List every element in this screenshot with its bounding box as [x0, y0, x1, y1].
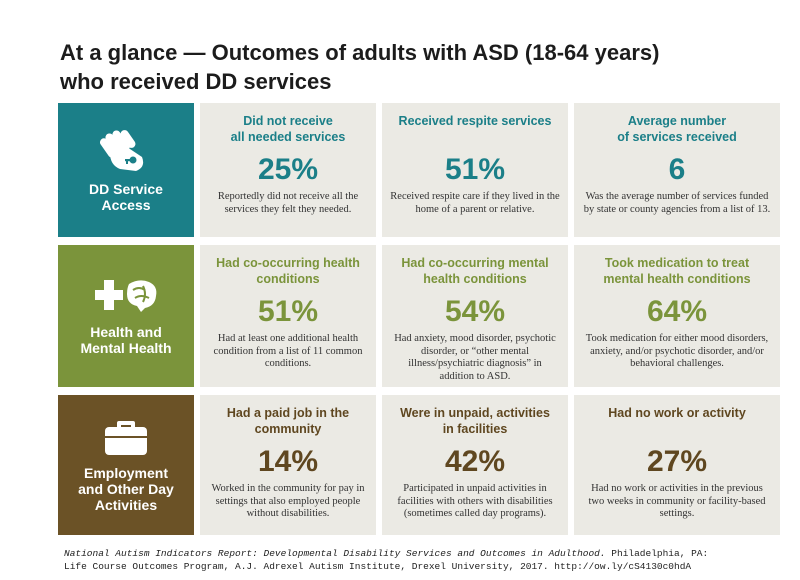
row-label-employment: Employment and Other Day Activities [78, 465, 174, 513]
citation: National Autism Indicators Report: Devel… [64, 547, 784, 573]
stat-description: Reportedly did not receive all the servi… [217, 191, 359, 215]
title-line-2: who received DD services [60, 69, 332, 94]
stat-card-medication: Took medication to treat mental health c… [574, 245, 780, 387]
stat-card-no-work: Had no work or activity 27% Had no work … [574, 395, 780, 535]
stat-heading-line: Were in unpaid, activities [400, 406, 550, 420]
stat-card-average-services: Average number of services received 6 Wa… [574, 103, 780, 237]
health-cross-brain-icon [95, 280, 157, 312]
outcomes-grid: DD Service Access Did not receive all ne… [58, 103, 780, 535]
stat-heading-line: Had a paid job in the [226, 406, 350, 420]
stat-heading-line: Had no work or activity [608, 406, 746, 420]
stat-heading-line: Took medication to treat [604, 256, 750, 270]
stat-value: 14% [257, 445, 319, 478]
row-label-line: Access [101, 197, 151, 213]
stat-heading: Had co-occurring health conditions [216, 255, 360, 287]
stat-value: 42% [444, 445, 506, 478]
row-label-line: Employment [83, 465, 168, 481]
stat-heading-line: Did not receive [243, 114, 333, 128]
stat-heading-line: in facilities [442, 422, 508, 436]
stat-value: 51% [257, 295, 319, 328]
stat-description: Worked in the community for pay in setti… [211, 483, 365, 519]
stat-heading-line: Average number [627, 114, 727, 128]
stat-description: Participated in unpaid activities in fac… [397, 483, 553, 519]
stat-description: Received respite care if they lived in t… [390, 191, 560, 215]
stat-heading: Were in unpaid, activities in facilities [400, 405, 550, 437]
row-header-dd-service-access: DD Service Access [58, 103, 194, 237]
stat-heading: Took medication to treat mental health c… [603, 255, 750, 287]
stat-heading: Had a paid job in the community [227, 405, 349, 437]
stat-heading-line: all needed services [230, 130, 346, 144]
stat-card-respite-services: Received respite services 51% Received r… [382, 103, 568, 237]
stat-card-co-occurring-mental-health: Had co-occurring mental health condition… [382, 245, 568, 387]
stat-heading-line: Received respite services [398, 114, 552, 128]
hand-key-icon [100, 130, 144, 171]
stat-card-did-not-receive-services: Did not receive all needed services 25% … [200, 103, 376, 237]
stat-value: 64% [646, 295, 708, 328]
row-header-employment: Employment and Other Day Activities [58, 395, 194, 535]
citation-place: Philadelphia, PA: [605, 548, 709, 559]
stat-heading-line: mental health conditions [603, 272, 751, 286]
briefcase-icon [105, 421, 147, 455]
stat-value: 51% [444, 153, 506, 186]
stat-card-paid-job: Had a paid job in the community 14% Work… [200, 395, 376, 535]
stat-value: 54% [444, 295, 506, 328]
stat-heading-line: Had co-occurring health [216, 256, 360, 270]
stat-card-unpaid-activities: Were in unpaid, activities in facilities… [382, 395, 568, 535]
stat-description: Was the average number of services funde… [583, 191, 771, 215]
citation-title: National Autism Indicators Report: Devel… [64, 548, 606, 559]
stat-heading-line: Had co-occurring mental [401, 256, 549, 270]
stat-heading: Had no work or activity [608, 405, 746, 437]
stat-heading-line: health conditions [423, 272, 527, 286]
stat-heading-line: conditions [256, 272, 320, 286]
citation-line-1: National Autism Indicators Report: Devel… [64, 547, 784, 560]
stat-value: 6 [668, 153, 686, 186]
row-label-dd-service-access: DD Service Access [89, 181, 163, 213]
stat-description: Had at least one additional health condi… [213, 333, 363, 369]
stat-heading: Received respite services [399, 113, 552, 145]
stat-card-co-occurring-health: Had co-occurring health conditions 51% H… [200, 245, 376, 387]
citation-line-2: Life Course Outcomes Program, A.J. Adrex… [64, 561, 692, 572]
stat-description: Took medication for either mood disorder… [585, 333, 769, 369]
stat-value: 25% [257, 153, 319, 186]
page-title: At a glance — Outcomes of adults with AS… [60, 38, 760, 96]
stat-heading: Did not receive all needed services [231, 113, 346, 145]
stat-heading-line: of services received [617, 130, 737, 144]
stat-heading: Average number of services received [617, 113, 737, 145]
title-line-1: At a glance — Outcomes of adults with AS… [60, 40, 660, 65]
row-header-health-mental-health: Health and Mental Health [58, 245, 194, 387]
row-label-line: and Other Day [78, 481, 174, 497]
row-label-health-mental-health: Health and Mental Health [80, 324, 171, 356]
stat-heading: Had co-occurring mental health condition… [401, 255, 548, 287]
row-label-line: Activities [94, 497, 158, 513]
row-label-line: Health and [90, 324, 162, 340]
stat-value: 27% [646, 445, 708, 478]
stat-heading-line: community [254, 422, 322, 436]
stat-description: Had no work or activities in the previou… [588, 483, 766, 519]
row-label-line: Mental Health [80, 340, 172, 356]
stat-description: Had anxiety, mood disorder, psychotic di… [394, 333, 556, 382]
row-label-line: DD Service [89, 181, 163, 197]
